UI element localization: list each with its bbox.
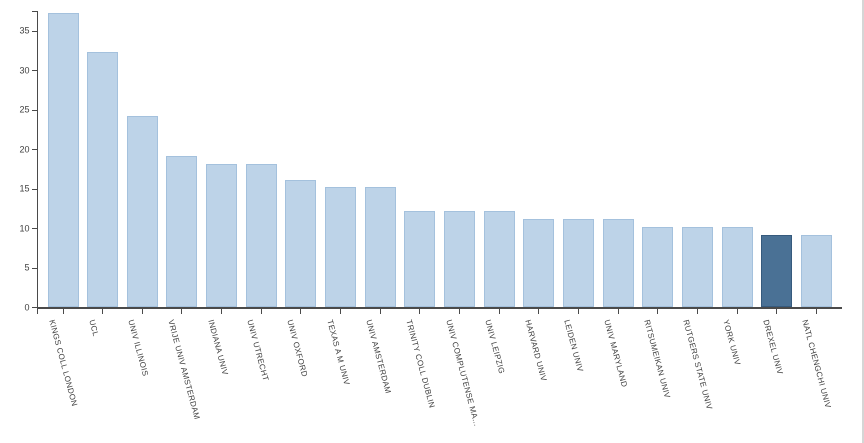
y-tick xyxy=(31,188,37,190)
x-category-label: UNIV MARYLAND xyxy=(602,318,630,389)
x-tick xyxy=(102,308,104,314)
y-tick xyxy=(31,30,37,32)
y-axis-line xyxy=(36,11,38,314)
y-tick xyxy=(31,70,37,71)
x-category-label: UCL xyxy=(86,318,100,338)
x-tick xyxy=(736,308,738,314)
x-tick xyxy=(62,308,64,314)
x-tick xyxy=(340,308,342,314)
bar[interactable] xyxy=(721,226,753,308)
bar[interactable] xyxy=(602,219,634,308)
bar[interactable] xyxy=(166,155,198,308)
bar[interactable] xyxy=(800,234,832,308)
bar[interactable] xyxy=(444,211,475,308)
x-category-label: UNIV COMPLUTENSE MA... xyxy=(443,318,481,428)
x-category-label: UNIV LEIPZIG xyxy=(483,318,507,375)
x-category-label: KINGS COLL LONDON xyxy=(47,318,80,408)
x-tick xyxy=(141,308,143,314)
y-tick-label: 20 xyxy=(19,144,30,154)
bar[interactable] xyxy=(562,219,594,308)
y-tick xyxy=(31,149,37,150)
y-tick xyxy=(31,267,37,269)
x-tick xyxy=(221,308,223,314)
bar[interactable] xyxy=(642,226,674,308)
x-category-label: NATL CHENGCHI UNIV xyxy=(800,318,833,410)
x-tick xyxy=(657,308,659,314)
x-tick xyxy=(181,308,183,314)
bar[interactable] xyxy=(325,187,357,308)
y-tick xyxy=(31,109,37,111)
x-category-label: RUTGERS STATE UNIV xyxy=(681,318,715,411)
x-tick xyxy=(300,308,302,314)
bar[interactable] xyxy=(47,12,79,308)
x-tick xyxy=(260,308,262,314)
bar-highlighted[interactable] xyxy=(761,234,793,308)
bar[interactable] xyxy=(126,115,158,308)
x-category-label: TRINITY COLL DUBLIN xyxy=(404,318,437,410)
bar[interactable] xyxy=(364,187,396,308)
y-tick-label: 0 xyxy=(24,302,30,312)
y-tick xyxy=(31,228,37,229)
x-tick xyxy=(379,308,381,314)
bar[interactable] xyxy=(404,211,436,308)
x-category-label: UNIV UTRECHT xyxy=(245,318,271,383)
x-category-label: INDIANA UNIV xyxy=(205,318,230,377)
bar[interactable] xyxy=(245,163,277,308)
x-tick xyxy=(617,308,619,314)
x-category-label: RITSUMEIKAN UNIV xyxy=(642,318,672,400)
y-tick-label: 5 xyxy=(24,262,30,273)
x-category-label: VRIJE UNIV AMSTERDAM xyxy=(166,318,202,421)
x-category-label: UNIV ILLINOIS xyxy=(126,318,151,378)
y-tick-label: 35 xyxy=(19,25,30,36)
y-tick-label: 15 xyxy=(19,183,30,194)
bar[interactable] xyxy=(523,219,555,308)
y-tick-label: 25 xyxy=(19,104,30,115)
x-tick xyxy=(419,308,421,314)
bar[interactable] xyxy=(285,179,317,308)
x-tick xyxy=(577,308,579,314)
x-category-label: TEXAS A M UNIV xyxy=(324,318,351,387)
x-tick xyxy=(538,308,540,314)
y-tick-label: 10 xyxy=(19,223,30,233)
bar[interactable] xyxy=(206,163,238,308)
x-axis-line xyxy=(36,307,843,309)
x-tick xyxy=(815,308,817,314)
x-tick xyxy=(498,308,500,314)
y-tick-label: 30 xyxy=(19,65,30,75)
x-tick xyxy=(776,308,778,314)
x-tick xyxy=(459,308,460,314)
y-tick xyxy=(31,307,37,308)
bar[interactable] xyxy=(483,211,515,308)
x-category-label: UNIV AMSTERDAM xyxy=(364,318,393,395)
bar[interactable] xyxy=(681,226,713,308)
y-axis-cap-tick xyxy=(31,11,37,12)
x-category-label: UNIV OXFORD xyxy=(285,318,310,378)
x-tick xyxy=(696,308,698,314)
bar[interactable] xyxy=(87,52,119,308)
x-category-label: YORK UNIV xyxy=(721,318,743,367)
x-category-label: LEIDEN UNIV xyxy=(562,318,586,373)
x-category-label: HARVARD UNIV xyxy=(523,318,549,383)
x-category-label: DREXEL UNIV xyxy=(760,318,785,376)
